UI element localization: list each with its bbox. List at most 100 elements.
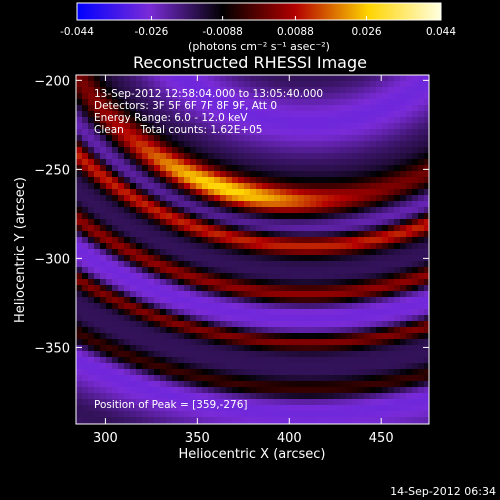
- heatmap-cell: [358, 177, 365, 184]
- heatmap-cell: [88, 405, 95, 412]
- heatmap-cell: [238, 117, 245, 124]
- heatmap-cell: [250, 195, 257, 202]
- heatmap-cell: [94, 393, 101, 400]
- heatmap-cell: [124, 141, 131, 148]
- heatmap-cell: [154, 363, 161, 370]
- heatmap-cell: [208, 297, 215, 304]
- heatmap-cell: [268, 351, 275, 358]
- heatmap-cell: [112, 333, 119, 340]
- heatmap-cell: [424, 303, 430, 310]
- heatmap-cell: [82, 195, 89, 202]
- heatmap-cell: [82, 81, 89, 88]
- heatmap-cell: [172, 345, 179, 352]
- heatmap-cell: [232, 339, 239, 346]
- heatmap-cell: [184, 195, 191, 202]
- heatmap-cell: [178, 255, 185, 262]
- heatmap-cell: [334, 171, 341, 178]
- heatmap-cell: [124, 291, 131, 298]
- heatmap-cell: [220, 351, 227, 358]
- heatmap-cell: [250, 375, 257, 382]
- heatmap-cell: [424, 249, 430, 256]
- heatmap-cell: [148, 411, 155, 418]
- heatmap-cell: [196, 267, 203, 274]
- heatmap-cell: [298, 141, 305, 148]
- heatmap-cell: [298, 243, 305, 250]
- heatmap-cell: [424, 171, 430, 178]
- heatmap-cell: [340, 405, 347, 412]
- heatmap-cell: [136, 165, 143, 172]
- heatmap-cell: [382, 159, 389, 166]
- heatmap-cell: [328, 327, 335, 334]
- heatmap-cell: [382, 267, 389, 274]
- heatmap-cell: [274, 219, 281, 226]
- heatmap-cell: [358, 285, 365, 292]
- heatmap-cell: [208, 237, 215, 244]
- heatmap-cell: [328, 309, 335, 316]
- heatmap-cell: [172, 195, 179, 202]
- heatmap-cell: [406, 105, 413, 112]
- heatmap-cell: [286, 411, 293, 418]
- heatmap-cell: [280, 177, 287, 184]
- heatmap-cell: [94, 225, 101, 232]
- heatmap-cell: [352, 249, 359, 256]
- heatmap-cell: [340, 327, 347, 334]
- heatmap-cell: [226, 165, 233, 172]
- heatmap-cell: [124, 231, 131, 238]
- heatmap-cell: [280, 201, 287, 208]
- heatmap-cell: [292, 351, 299, 358]
- heatmap-cell: [202, 243, 209, 250]
- heatmap-cell: [334, 249, 341, 256]
- heatmap-cell: [412, 261, 419, 268]
- heatmap-cell: [280, 225, 287, 232]
- heatmap-cell: [250, 159, 257, 166]
- heatmap-cell: [382, 195, 389, 202]
- heatmap-cell: [172, 207, 179, 214]
- heatmap-cell: [154, 369, 161, 376]
- heatmap-cell: [394, 153, 401, 160]
- heatmap-cell: [358, 123, 365, 130]
- heatmap-cell: [400, 243, 407, 250]
- heatmap-cell: [154, 87, 161, 94]
- heatmap-cell: [220, 93, 227, 100]
- heatmap-cell: [172, 213, 179, 220]
- heatmap-cell: [118, 99, 125, 106]
- heatmap-cell: [244, 189, 251, 196]
- heatmap-cell: [232, 279, 239, 286]
- heatmap-cell: [280, 207, 287, 214]
- heatmap-cell: [94, 261, 101, 268]
- heatmap-cell: [286, 135, 293, 142]
- heatmap-cell: [184, 105, 191, 112]
- heatmap-cell: [328, 219, 335, 226]
- heatmap-cell: [190, 177, 197, 184]
- heatmap-cell: [406, 381, 413, 388]
- heatmap-cell: [106, 111, 113, 118]
- heatmap-cell: [406, 153, 413, 160]
- heatmap-cell: [286, 165, 293, 172]
- heatmap-cell: [280, 393, 287, 400]
- heatmap-cell: [118, 189, 125, 196]
- heatmap-cell: [112, 309, 119, 316]
- heatmap-cell: [106, 309, 113, 316]
- heatmap-cell: [166, 393, 173, 400]
- heatmap-cell: [244, 345, 251, 352]
- heatmap-cell: [298, 123, 305, 130]
- heatmap-cell: [304, 333, 311, 340]
- heatmap-cell: [160, 363, 167, 370]
- heatmap-cell: [298, 369, 305, 376]
- heatmap-cell: [418, 285, 425, 292]
- heatmap-cell: [286, 279, 293, 286]
- heatmap-cell: [166, 87, 173, 94]
- heatmap-cell: [268, 111, 275, 118]
- heatmap-cell: [76, 267, 83, 274]
- heatmap-cell: [118, 195, 125, 202]
- heatmap-cell: [184, 213, 191, 220]
- heatmap-cell: [94, 333, 101, 340]
- heatmap-cell: [196, 105, 203, 112]
- heatmap-cell: [346, 111, 353, 118]
- heatmap-cell: [280, 147, 287, 154]
- heatmap-cell: [316, 111, 323, 118]
- heatmap-cell: [220, 171, 227, 178]
- heatmap-cell: [124, 195, 131, 202]
- heatmap-cell: [382, 327, 389, 334]
- heatmap-cell: [82, 147, 89, 154]
